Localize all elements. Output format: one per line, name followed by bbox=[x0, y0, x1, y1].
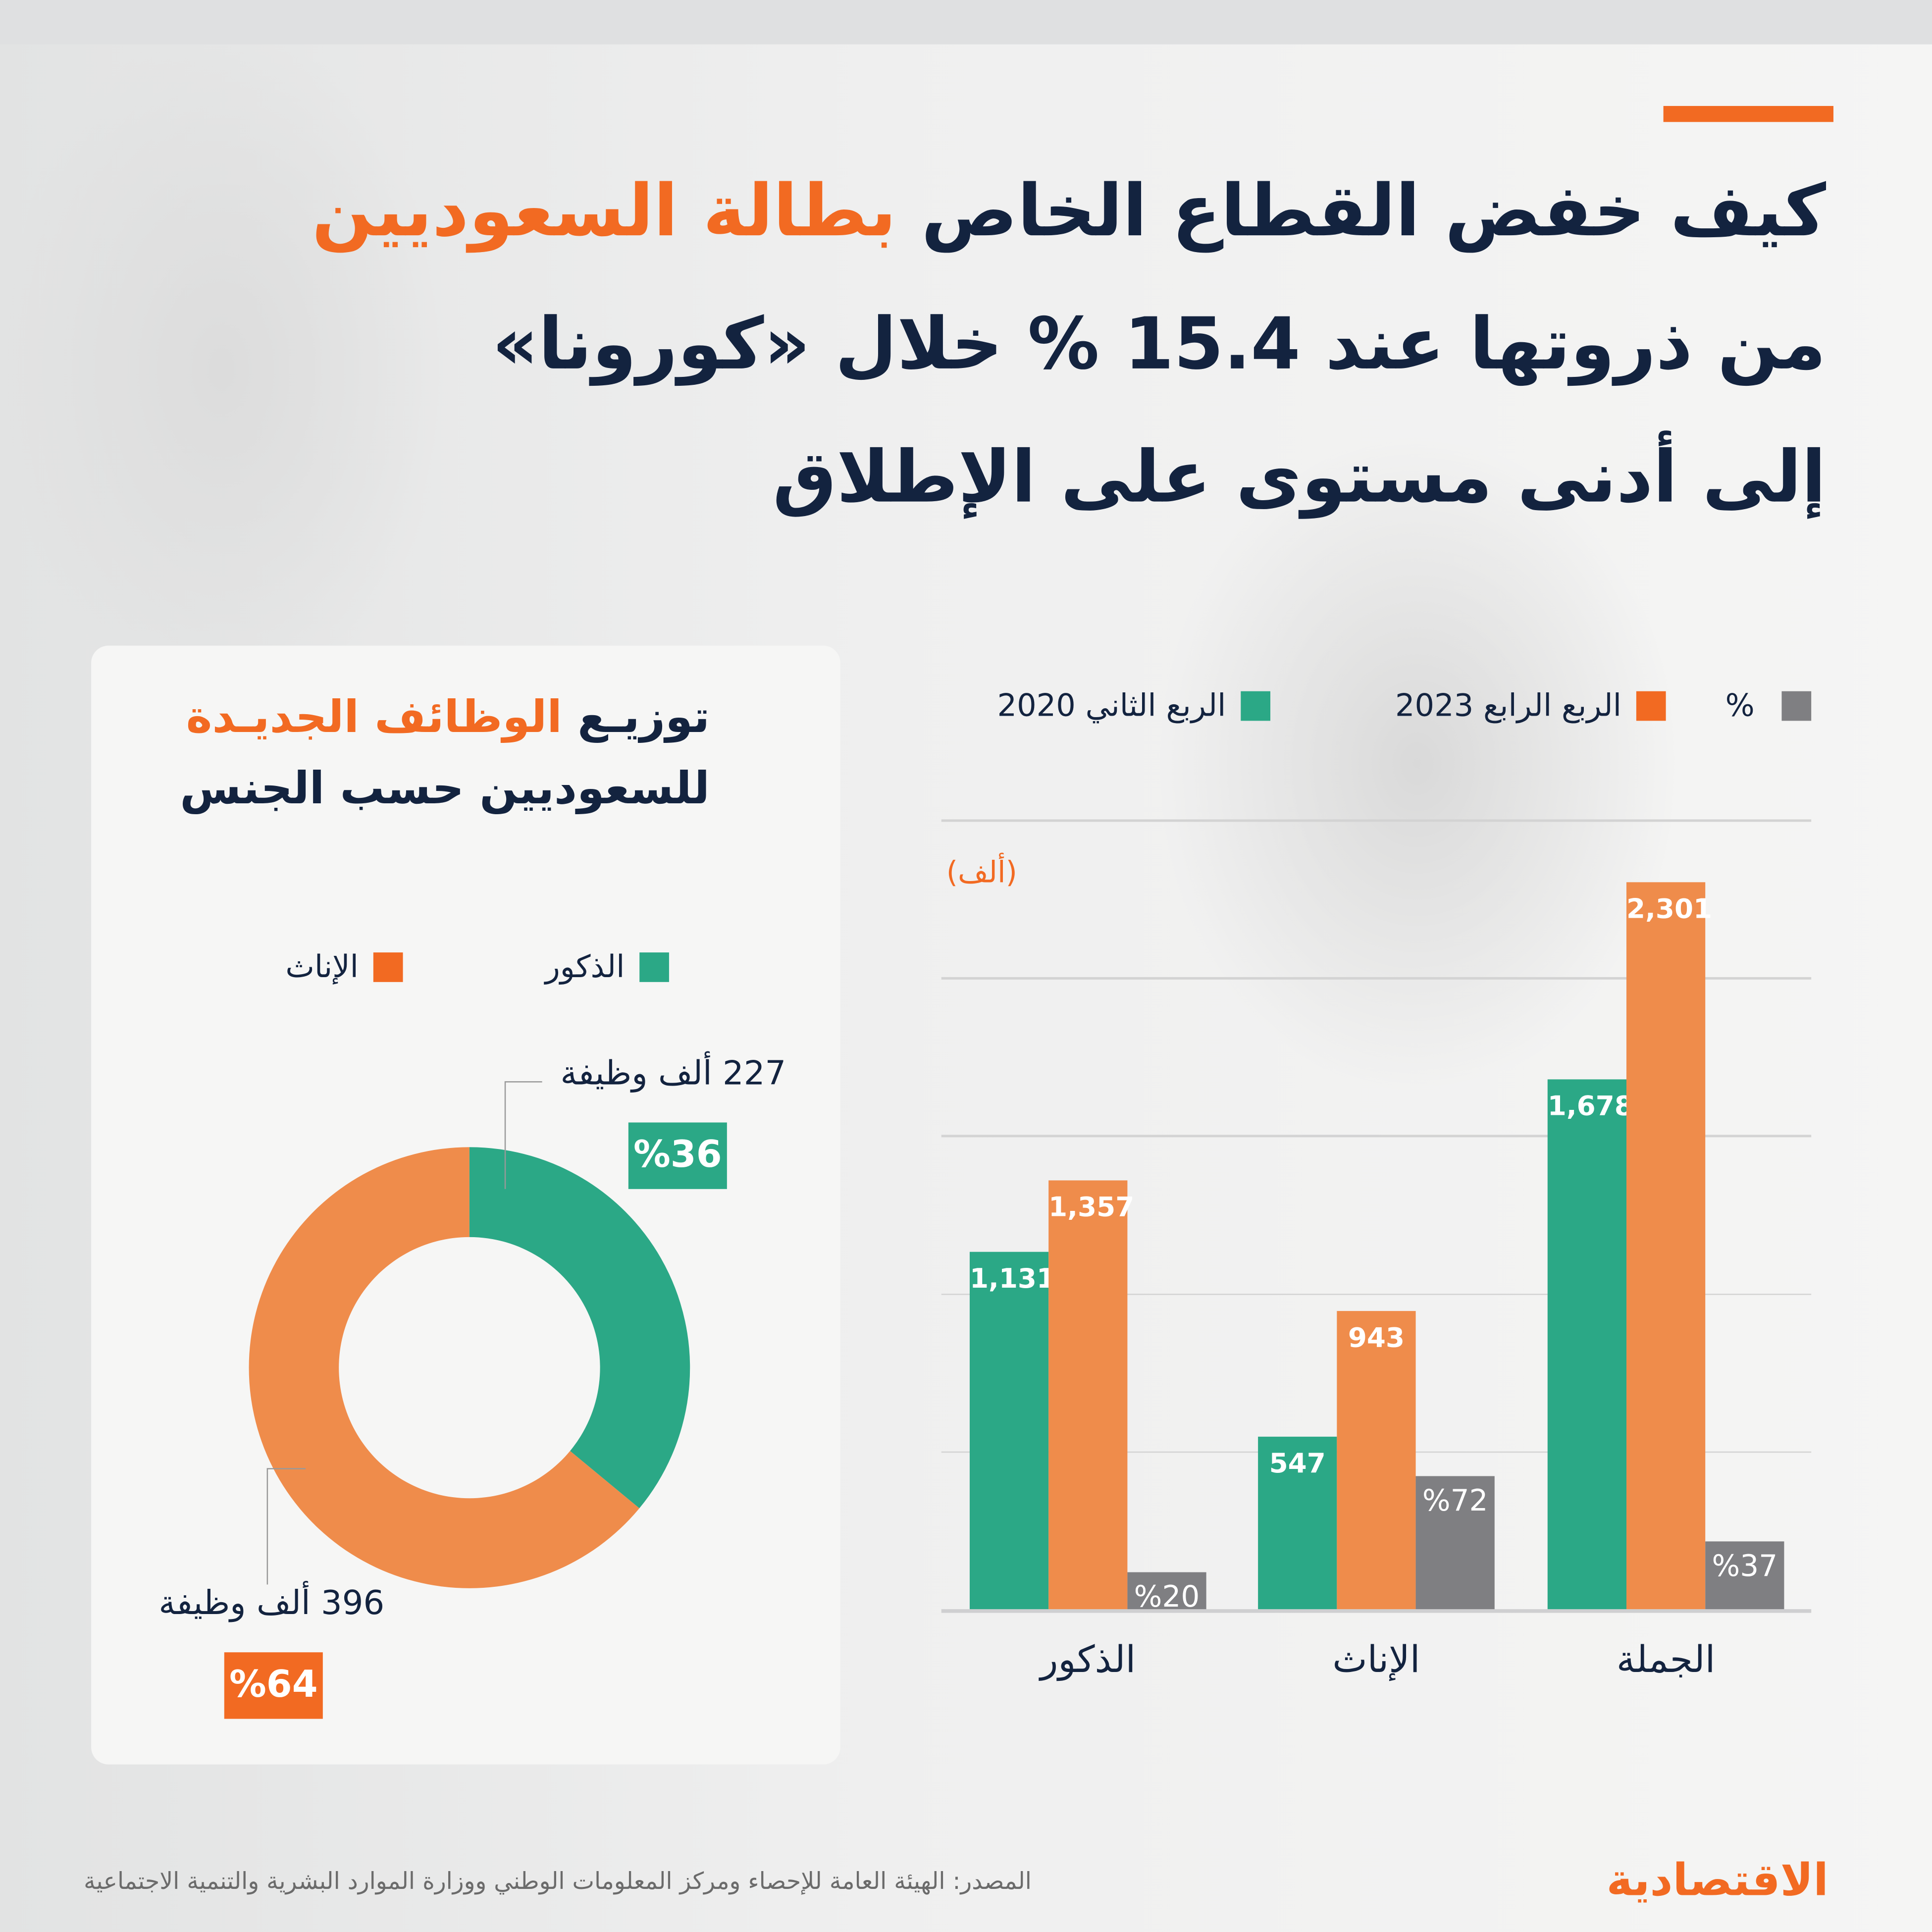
donut-title: توزيـع الوظائف الجديـدة bbox=[186, 692, 710, 743]
bar-value-label: 943 bbox=[1348, 1323, 1405, 1355]
bar-value-label: %72 bbox=[1422, 1483, 1488, 1518]
female-count-label: 396 ألف وظيفة bbox=[158, 1584, 385, 1623]
legend-label: الإناث bbox=[285, 948, 359, 985]
bar-value-label: 1,131 bbox=[969, 1264, 1056, 1295]
top-bar bbox=[0, 0, 1932, 45]
donut-subtitle: للسعوديين حسب الجنس bbox=[180, 764, 710, 815]
legend-swatch bbox=[639, 951, 669, 982]
male-pct-badge: %36 bbox=[628, 1122, 727, 1189]
bar bbox=[1705, 1541, 1784, 1610]
bar bbox=[1547, 1079, 1627, 1610]
bar-value-label: %20 bbox=[1134, 1579, 1200, 1615]
donut-title-orange: الوظائف الجديـدة bbox=[186, 692, 563, 743]
bar-value-label: %37 bbox=[1712, 1548, 1778, 1583]
category-label: الذكور bbox=[1040, 1638, 1136, 1682]
male-count-label: 227 ألف وظيفة bbox=[560, 1054, 786, 1093]
bar-legend-pct: % bbox=[1725, 687, 1812, 723]
legend-label: الذكور bbox=[545, 948, 625, 985]
legend-swatch bbox=[1781, 690, 1812, 721]
bar bbox=[1048, 1180, 1128, 1610]
donut-title-dark: توزيـع bbox=[577, 692, 710, 743]
gridline bbox=[941, 819, 1812, 822]
legend-label: الربع الثاني 2020 bbox=[997, 687, 1226, 724]
leader-line-male bbox=[504, 1081, 542, 1189]
bar-value-label: 1,678 bbox=[1547, 1091, 1633, 1122]
bar bbox=[1337, 1311, 1416, 1610]
bar bbox=[1626, 882, 1706, 1610]
headline-line-2: من ذروتها عند 15.4 % خلال «كورونا» bbox=[492, 302, 1827, 386]
bar-legend-2023: الربع الرابع 2023 bbox=[1395, 687, 1666, 723]
headline-dark: كيف خفض القطاع الخاص bbox=[921, 168, 1827, 253]
category-label: الإناث bbox=[1332, 1638, 1420, 1682]
source-note: المصدر: الهيئة العامة للإحصاء ومركز المع… bbox=[84, 1868, 1032, 1895]
logo: الاقتصادية bbox=[1606, 1855, 1829, 1906]
legend-swatch bbox=[1636, 690, 1666, 721]
bar bbox=[969, 1252, 1049, 1610]
bar-value-label: 547 bbox=[1269, 1449, 1326, 1480]
headline-orange: بطالة السعوديين bbox=[312, 168, 896, 253]
leader-line-female bbox=[266, 1468, 306, 1585]
donut-slice-male bbox=[469, 1147, 690, 1509]
gridline bbox=[941, 1135, 1812, 1138]
accent-bar bbox=[1663, 105, 1833, 122]
bar-value-label: 2,301 bbox=[1626, 894, 1713, 926]
gridline bbox=[941, 977, 1812, 980]
bar-value-label: 1,357 bbox=[1048, 1193, 1135, 1224]
legend-swatch bbox=[1241, 690, 1271, 721]
donut-legend-male: الذكور bbox=[545, 949, 669, 985]
bar bbox=[1415, 1476, 1495, 1610]
legend-label: الربع الرابع 2023 bbox=[1395, 687, 1622, 724]
gridline bbox=[941, 1609, 1812, 1613]
bar bbox=[1127, 1572, 1206, 1610]
headline-line-1: كيف خفض القطاع الخاص بطالة السعوديين bbox=[312, 175, 1826, 246]
unit-label: (ألف) bbox=[946, 855, 1017, 890]
legend-label: % bbox=[1725, 687, 1755, 724]
donut-legend-female: الإناث bbox=[285, 949, 403, 985]
bar bbox=[1258, 1436, 1337, 1610]
donut-slice-female bbox=[249, 1147, 640, 1588]
legend-swatch bbox=[373, 951, 403, 982]
category-label: الجملة bbox=[1616, 1638, 1716, 1682]
headline-line-3: إلى أدنى مستوى على الإطلاق bbox=[773, 435, 1827, 519]
gridline bbox=[941, 1293, 1812, 1295]
bar-legend-2020: الربع الثاني 2020 bbox=[997, 687, 1271, 724]
female-pct-badge: %64 bbox=[224, 1652, 323, 1719]
